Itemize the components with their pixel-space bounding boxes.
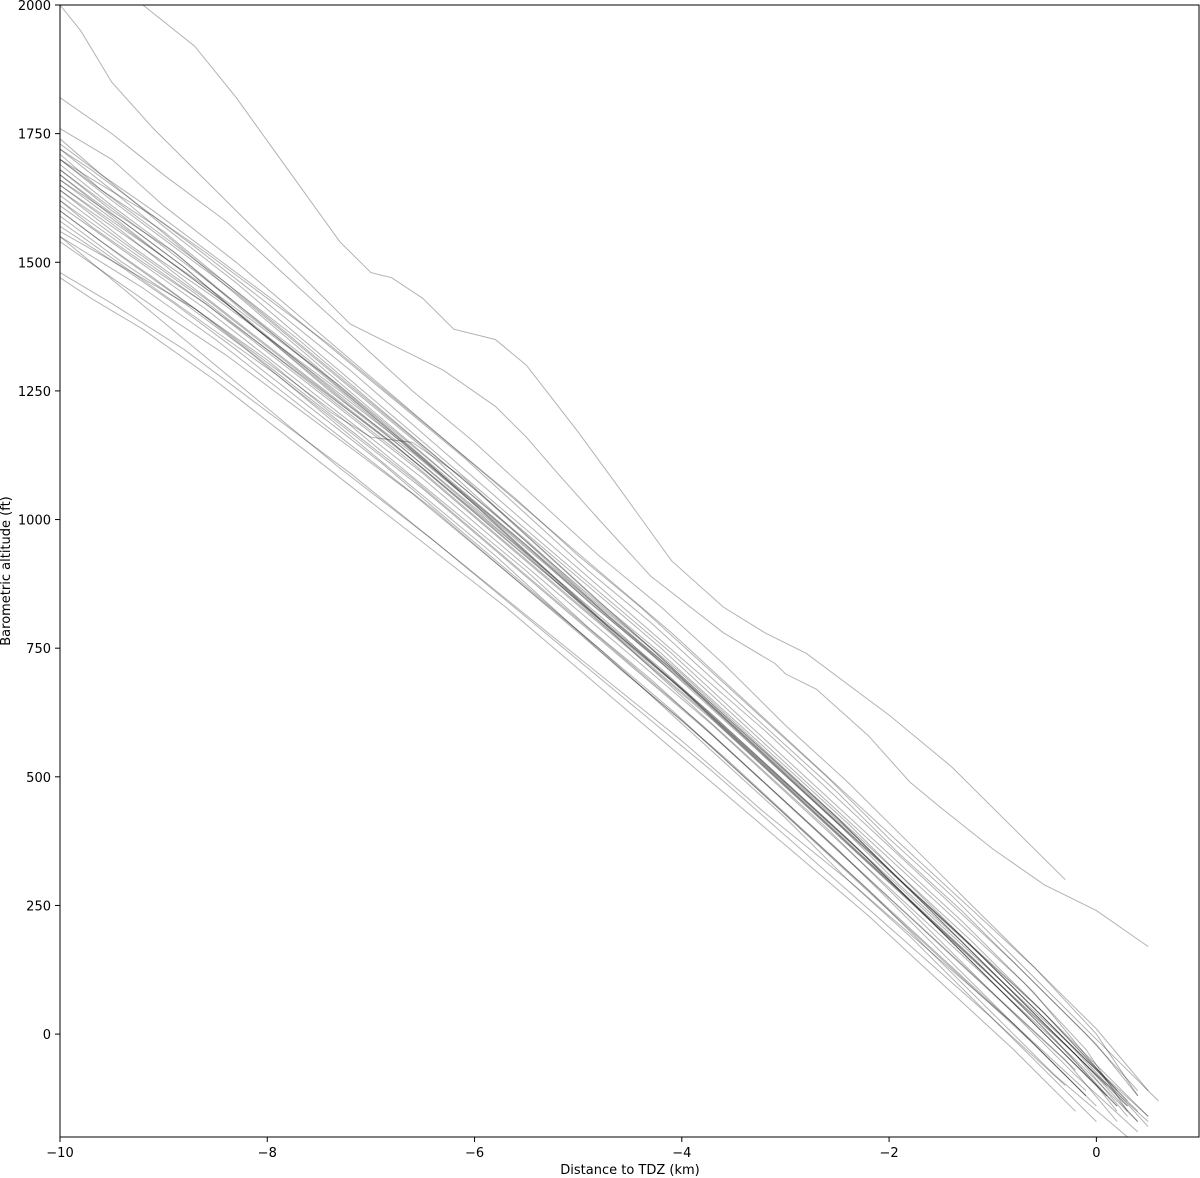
x-tick-label: −10 <box>46 1146 73 1161</box>
flight-trace-6 <box>60 138 1108 1081</box>
flight-trace-28 <box>60 230 1139 1122</box>
flight-trace-22 <box>60 215 1128 1137</box>
flight-trace-7 <box>60 97 1149 1092</box>
x-tick-label: −6 <box>465 1146 484 1161</box>
y-axis-ticks: 0 250 500 750 1000 1250 1500 1750 2000 <box>18 0 60 1043</box>
flight-trace-36 <box>60 225 1097 1107</box>
x-tick-label: 0 <box>1092 1146 1100 1161</box>
flight-trace-20 <box>60 236 1066 1086</box>
x-tick-label: −8 <box>258 1146 277 1161</box>
flight-trace-38 <box>60 179 1118 1107</box>
flight-trace-25 <box>60 220 1076 1071</box>
y-tick-label: 0 <box>43 1028 51 1043</box>
y-tick-label: 1750 <box>18 128 51 143</box>
flight-trace-30 <box>60 148 1118 1092</box>
flight-trace-21 <box>60 174 1118 1112</box>
flight-trace-29 <box>60 241 1097 1122</box>
y-tick-label: 250 <box>26 899 51 914</box>
y-tick-label: 750 <box>26 642 51 657</box>
flight-trace-1 <box>60 5 1149 948</box>
flight-trace-33 <box>60 189 1149 1122</box>
y-tick-label: 1500 <box>18 256 51 271</box>
flight-trace-23 <box>60 158 1159 1102</box>
flight-trace-34 <box>60 205 1139 1122</box>
flight-trace-35 <box>60 169 1149 1117</box>
x-tick-label: −4 <box>672 1146 691 1161</box>
flight-trace-17 <box>60 169 1108 1097</box>
plot-frame <box>59 4 1200 1138</box>
flight-trace-3 <box>60 148 1139 1097</box>
y-tick-label: 2000 <box>18 0 51 14</box>
flight-trace-13 <box>60 200 1128 1117</box>
flight-trace-14 <box>60 210 1118 1122</box>
x-axis-label: Distance to TDZ (km) <box>560 1163 699 1178</box>
flight-trace-12 <box>60 277 1076 1112</box>
x-tick-label: −2 <box>880 1146 899 1161</box>
flight-trace-16 <box>60 143 1139 1092</box>
x-axis-ticks: −10 −8 −6 −4 −2 0 <box>46 1137 1101 1161</box>
y-axis-label: Barometric altitude (ft) <box>0 496 14 646</box>
flight-trace-32 <box>60 174 1128 1107</box>
flight-trace-11 <box>60 272 1087 1097</box>
flight-trace-9 <box>60 184 1108 1097</box>
flight-trace-31 <box>60 210 1087 1097</box>
y-tick-label: 500 <box>26 771 51 786</box>
flight-trace-19 <box>60 153 1149 1128</box>
flight-trace-10 <box>60 158 1128 1112</box>
y-tick-label: 1250 <box>18 385 51 400</box>
flight-trace-24 <box>60 184 1149 1117</box>
flight-trace-5 <box>60 179 1118 1107</box>
flight-trace-26 <box>60 194 1128 1107</box>
flight-trace-15 <box>60 236 1087 1092</box>
flight-trace-27 <box>60 200 1139 1133</box>
flight-traces <box>60 5 1159 1137</box>
y-tick-label: 1000 <box>18 514 51 529</box>
flight-trace-4 <box>60 164 1128 1102</box>
flight-trace-37 <box>60 159 1108 1086</box>
flight-trace-18 <box>60 189 1139 1112</box>
flight-trace-2 <box>142 5 1066 881</box>
flight-trace-8 <box>60 128 1139 1097</box>
